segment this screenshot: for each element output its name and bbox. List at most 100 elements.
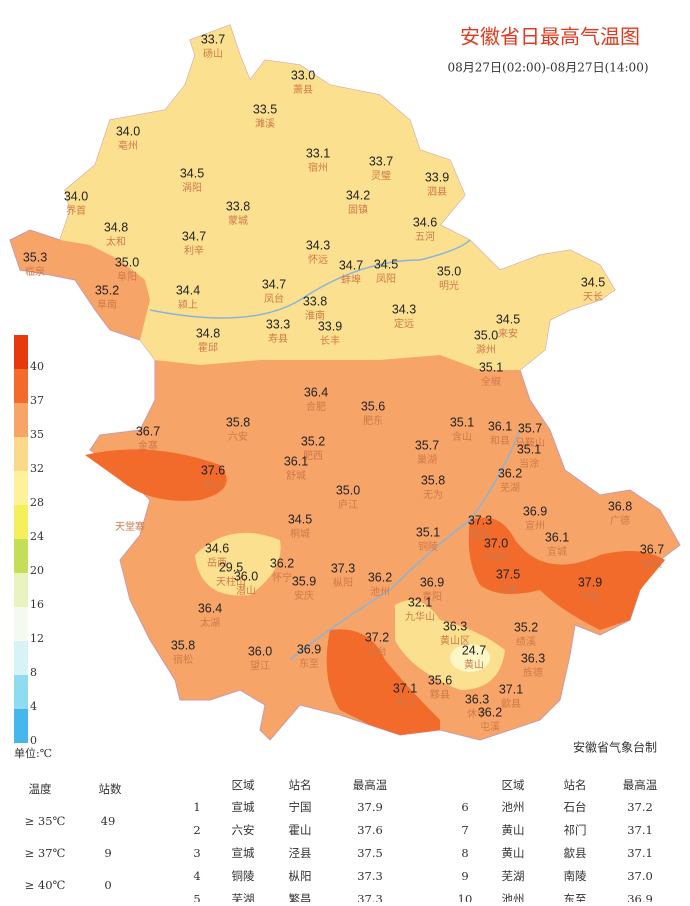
ranking-cell: 枞阳 bbox=[289, 869, 312, 883]
station-value: 35.6 bbox=[428, 673, 452, 687]
ranking-cell: 5 bbox=[193, 892, 200, 902]
station-name: 怀远 bbox=[308, 254, 328, 266]
legend-label: 37 bbox=[30, 394, 44, 407]
cool-zone bbox=[450, 644, 490, 672]
station-value: 37.5 bbox=[496, 567, 520, 581]
station-value: 34.5 bbox=[180, 166, 204, 180]
ranking-cell: 6 bbox=[461, 800, 468, 814]
station-value: 36.9 bbox=[297, 642, 321, 656]
station-name: 潜山 bbox=[236, 584, 256, 597]
station-value: 36.2 bbox=[368, 570, 392, 584]
station-value: 34.2 bbox=[346, 188, 370, 202]
cool-zone bbox=[195, 532, 281, 596]
station-value: 34.8 bbox=[196, 326, 220, 340]
ranking-cell: 1 bbox=[193, 800, 200, 814]
station-name: 芜湖 bbox=[500, 481, 520, 494]
ranking-cell: 池州 bbox=[502, 892, 525, 902]
legend-swatch bbox=[14, 471, 28, 505]
station-name: 霍邱 bbox=[198, 341, 218, 354]
station-name: 黄山 bbox=[464, 658, 484, 671]
legend-swatch bbox=[14, 709, 28, 743]
station-value: 33.9 bbox=[425, 170, 449, 184]
region-north bbox=[60, 25, 615, 370]
stats-cell: 9 bbox=[104, 846, 111, 860]
station-value: 33.7 bbox=[369, 154, 393, 168]
ranking-cell: 芜湖 bbox=[502, 869, 525, 883]
legend-label: 0 bbox=[30, 734, 37, 747]
station-value: 34.0 bbox=[116, 124, 140, 138]
station-value: 24.7 bbox=[462, 643, 486, 657]
legend-label: 20 bbox=[30, 564, 44, 577]
legend-label: 8 bbox=[30, 666, 37, 679]
station-value: 32.1 bbox=[408, 595, 432, 609]
station-name: 涡阳 bbox=[182, 182, 202, 194]
station-name: 南陵 bbox=[486, 551, 506, 564]
station-name: 郎溪 bbox=[642, 557, 662, 570]
station-name: 萧县 bbox=[293, 84, 313, 96]
ranking-cell: 霍山 bbox=[289, 823, 312, 837]
station-value: 35.1 bbox=[479, 360, 503, 374]
station-name: 固镇 bbox=[348, 203, 368, 216]
station-name: 池州 bbox=[370, 585, 390, 598]
ranking-cell: 歙县 bbox=[564, 846, 587, 860]
station-value: 36.9 bbox=[420, 575, 444, 589]
station-name: 枞阳 bbox=[333, 576, 353, 589]
station-name: 无为 bbox=[423, 489, 443, 501]
station-value: 37.9 bbox=[578, 575, 602, 589]
station-name: 合肥 bbox=[306, 400, 326, 413]
station-value: 34.4 bbox=[176, 283, 200, 297]
station-value: 34.8 bbox=[104, 220, 128, 234]
ranking-cell: 37.6 bbox=[357, 823, 383, 837]
station-value: 37.2 bbox=[365, 630, 389, 644]
station-value: 34.5 bbox=[581, 275, 605, 289]
ranking-header: 站名 bbox=[289, 778, 312, 792]
station-name: 怀宁 bbox=[272, 571, 292, 584]
station-value: 35.2 bbox=[95, 283, 119, 297]
legend-swatch bbox=[14, 369, 28, 403]
station-name: 来安 bbox=[498, 327, 518, 340]
station-value: 34.6 bbox=[205, 541, 229, 555]
station-name: 凤台 bbox=[264, 292, 284, 305]
legend-swatch bbox=[14, 335, 28, 369]
station-name: 亳州 bbox=[118, 139, 138, 152]
station-name: 舒城 bbox=[286, 469, 306, 482]
ranking-cell: 繁昌 bbox=[289, 892, 312, 902]
station-name: 泾县 bbox=[498, 582, 518, 595]
ranking-header: 区域 bbox=[502, 778, 525, 792]
river bbox=[149, 239, 471, 319]
ranking-header: 最高温 bbox=[623, 778, 658, 792]
station-name: 铜陵 bbox=[418, 541, 438, 553]
ranking-cell: 37.9 bbox=[357, 800, 383, 814]
station-value: 33.9 bbox=[318, 319, 342, 333]
station-name: 寿县 bbox=[268, 332, 288, 345]
station-value: 34.5 bbox=[374, 257, 398, 271]
station-value: 36.1 bbox=[488, 419, 512, 433]
station-name: 泗县 bbox=[427, 186, 447, 198]
ranking-cell: 2 bbox=[193, 823, 200, 837]
ranking-cell: 8 bbox=[461, 846, 468, 860]
ranking-cell: 4 bbox=[193, 869, 200, 883]
stats-cell: 49 bbox=[101, 814, 116, 828]
station-value: 34.7 bbox=[339, 258, 363, 272]
station-name: 歙县 bbox=[501, 697, 521, 710]
station-name: 巢湖 bbox=[417, 453, 437, 466]
ranking-cell: 宣城 bbox=[232, 846, 255, 860]
ranking-cell: 南陵 bbox=[564, 869, 587, 883]
station-value: 36.3 bbox=[465, 692, 489, 706]
legend-swatch bbox=[14, 505, 28, 539]
ranking-cell: 黄山 bbox=[502, 823, 525, 837]
station-value: 34.5 bbox=[496, 312, 520, 326]
station-name: 石台 bbox=[367, 645, 387, 658]
station-name: 阜南 bbox=[97, 298, 117, 311]
ranking-cell: 泾县 bbox=[289, 846, 312, 860]
ranking-header: 最高温 bbox=[353, 778, 388, 792]
station-name: 马鞍山 bbox=[515, 436, 545, 449]
station-name: 临泉 bbox=[25, 265, 45, 278]
title: 安徽省日最高气温图 bbox=[460, 25, 640, 49]
station-name: 黄山区 bbox=[440, 634, 470, 647]
station-name: 濉溪 bbox=[255, 117, 275, 130]
station-value: 35.7 bbox=[518, 421, 542, 435]
station-name: 庐江 bbox=[338, 498, 358, 511]
station-value: 36.7 bbox=[136, 424, 160, 438]
